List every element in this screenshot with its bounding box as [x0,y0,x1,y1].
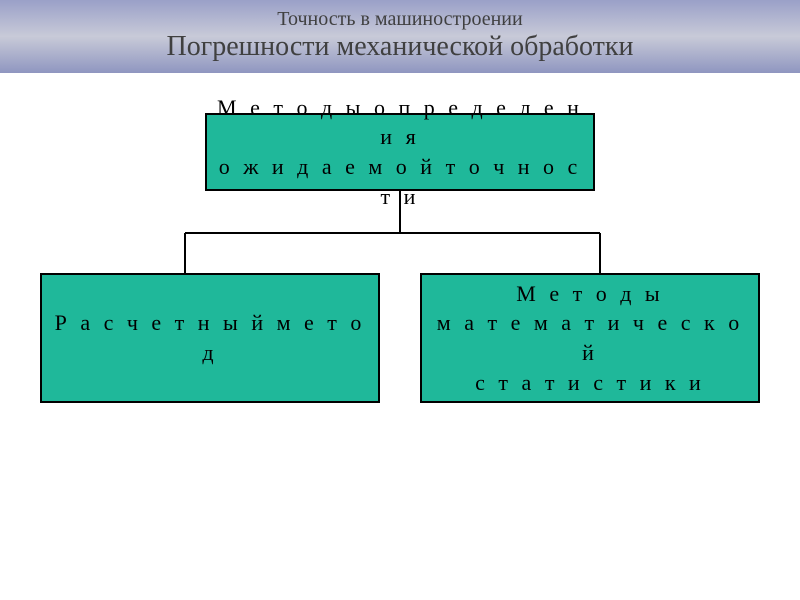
node-right-line1: М е т о д ы [430,279,750,309]
header-subtitle: Точность в машиностроении [0,8,800,31]
node-root: М е т о д ы о п р е д е л е н и я о ж и … [205,113,595,191]
node-right-line3: с т а т и с т и к и [430,368,750,398]
diagram-canvas: М е т о д ы о п р е д е л е н и я о ж и … [0,73,800,573]
node-root-line1: М е т о д ы о п р е д е л е н и я [215,93,585,152]
node-right: М е т о д ы м а т е м а т и ч е с к о й … [420,273,760,403]
node-left-line1: Р а с ч е т н ы й м е т о д [50,308,370,367]
slide-header: Точность в машиностроении Погрешности ме… [0,0,800,73]
header-title: Погрешности механической обработки [0,31,800,63]
node-root-line2: о ж и д а е м о й т о ч н о с т и [215,152,585,211]
node-left: Р а с ч е т н ы й м е т о д [40,273,380,403]
node-right-line2: м а т е м а т и ч е с к о й [430,308,750,367]
